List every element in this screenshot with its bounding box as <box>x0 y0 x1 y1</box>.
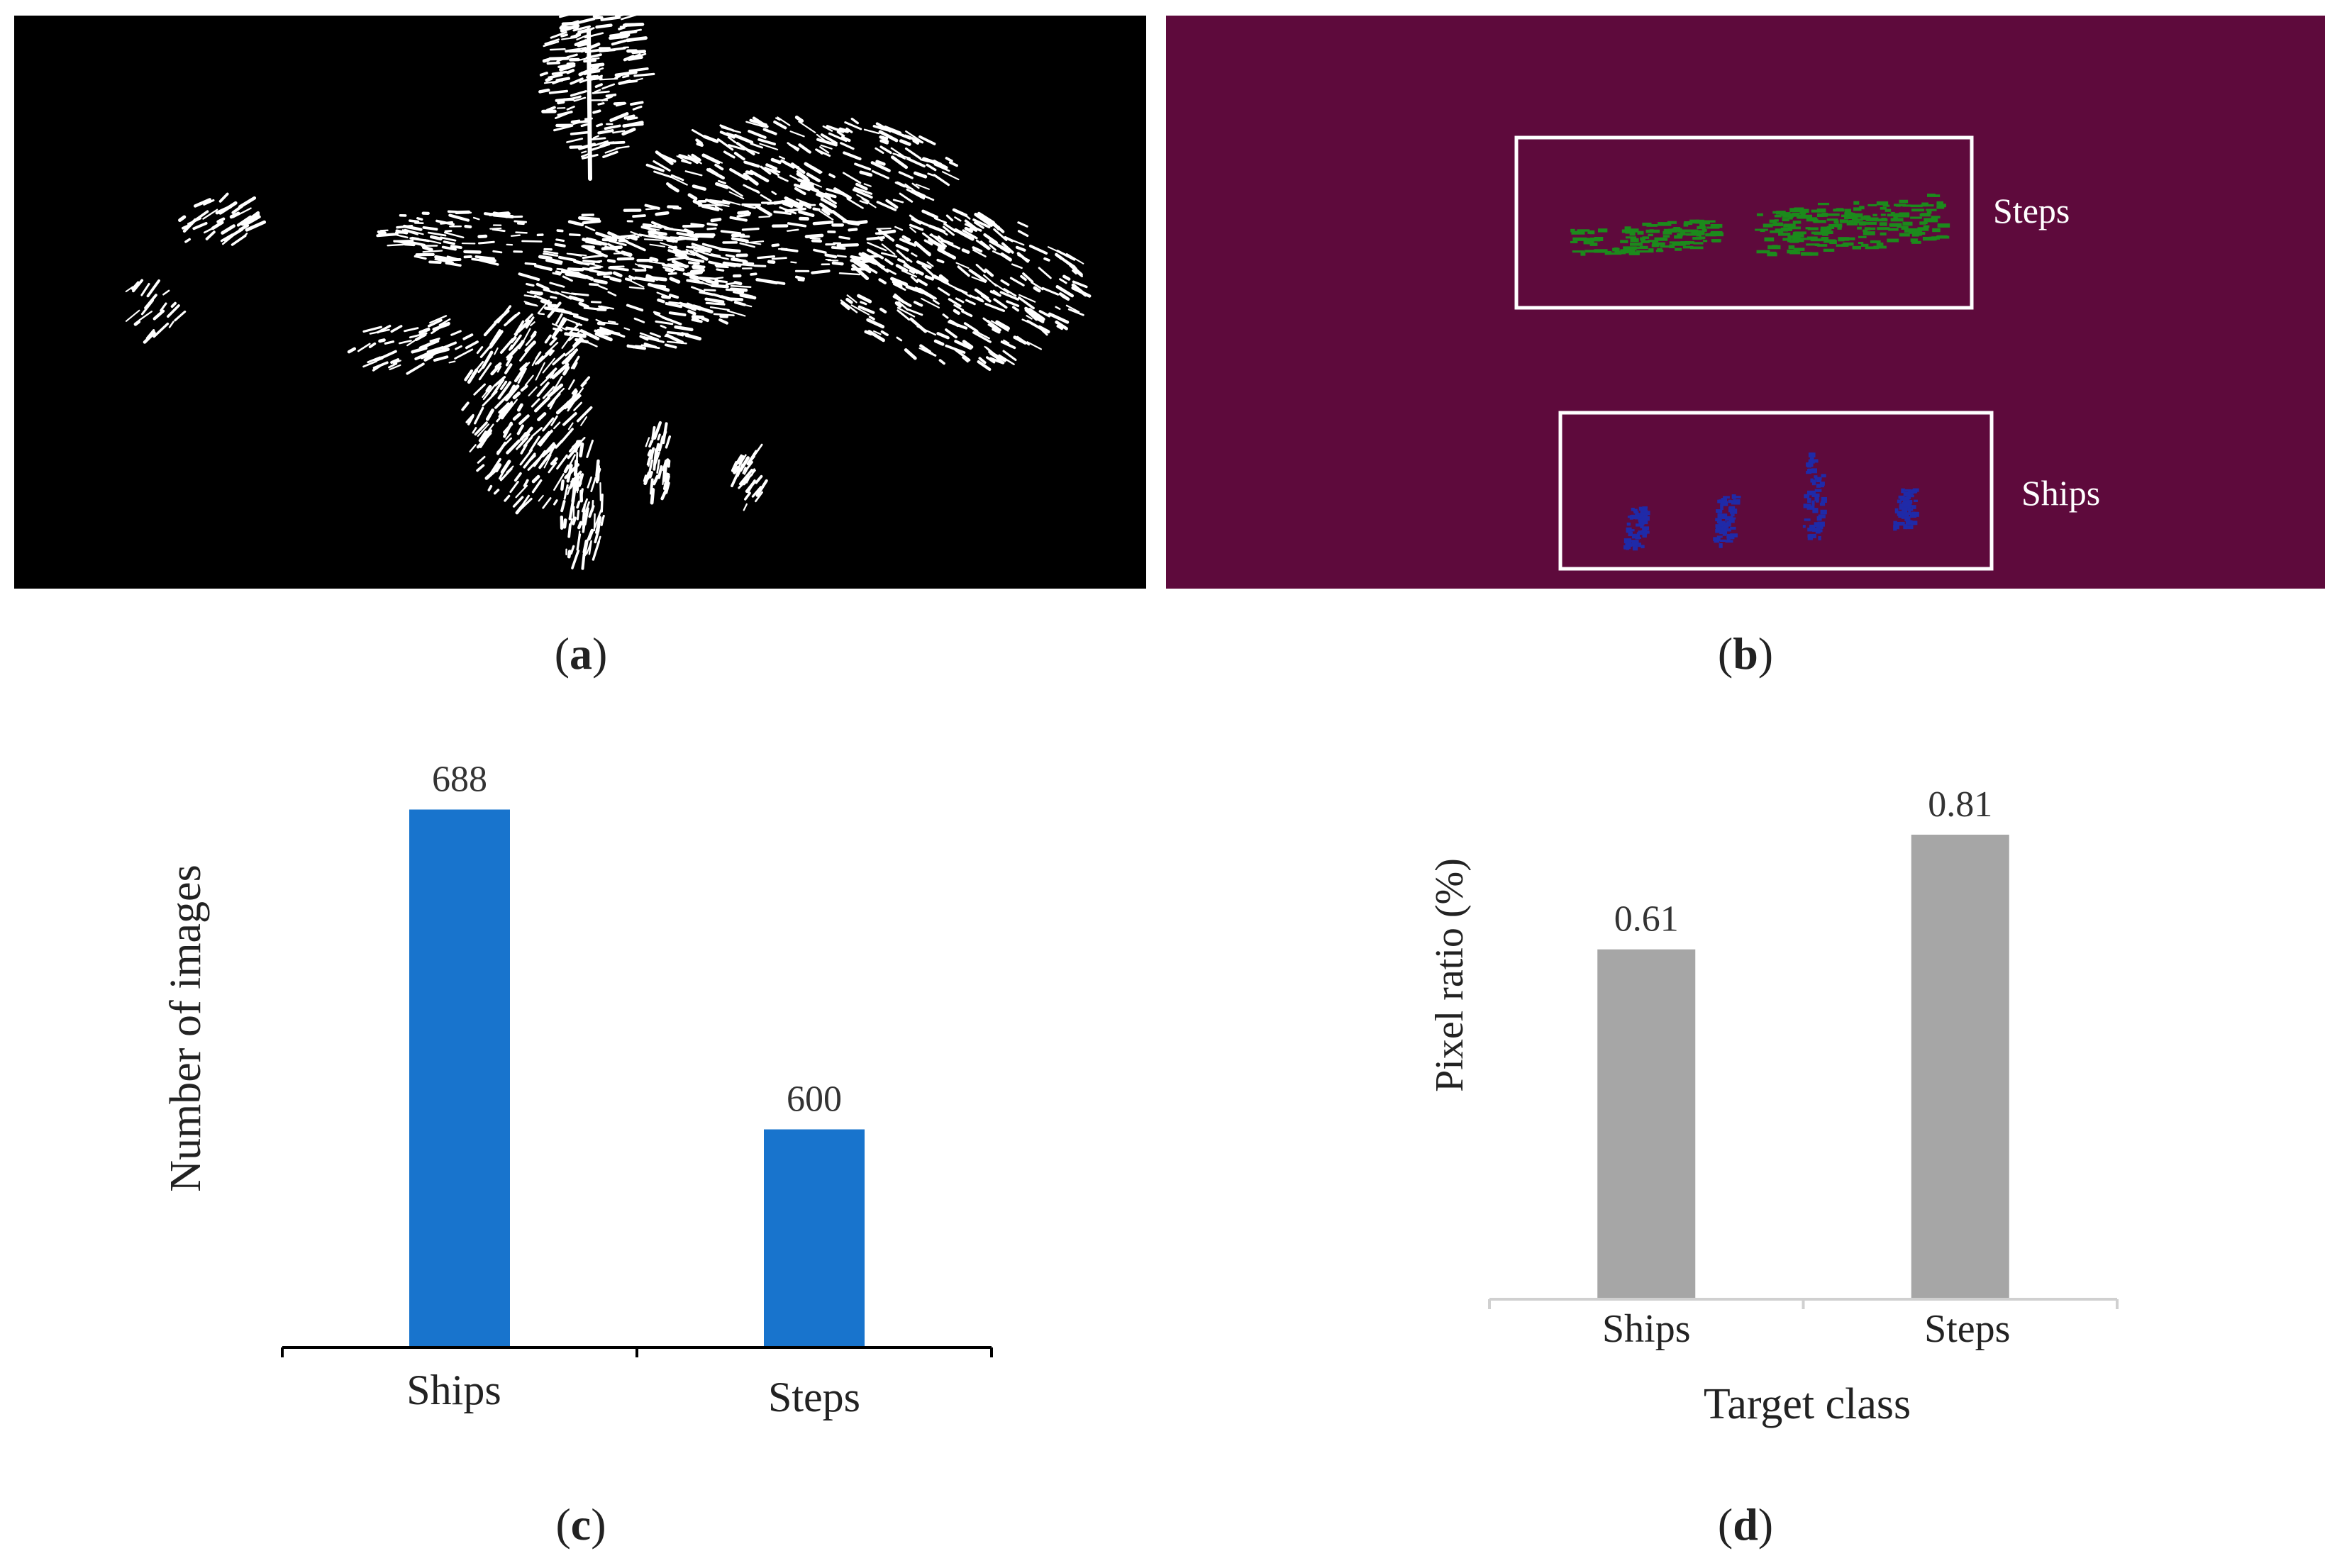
c-data-label-steps: 600 <box>787 1079 842 1120</box>
d-tick-label-steps: Steps <box>1924 1307 2010 1351</box>
chart-c-tick-labels: Ships Steps <box>406 1367 860 1420</box>
chart-d-bars <box>1597 834 2009 1299</box>
caption-a: (a) <box>554 628 608 679</box>
c-tick-label-ships: Ships <box>406 1367 501 1413</box>
chart-d-data-labels: 0.61 0.81 <box>1614 784 1993 940</box>
caption-c: (c) <box>555 1499 606 1550</box>
segmentation-label-image: Steps Ships <box>1166 16 2325 589</box>
d-tick-label-ships: Ships <box>1602 1307 1691 1351</box>
c-tick-label-steps: Steps <box>768 1374 860 1420</box>
chart-c-y-axis-label: Number of images <box>162 864 210 1191</box>
segmentation-overlay: Steps Ships <box>1514 135 2100 571</box>
steps-segments <box>1570 193 1950 257</box>
caption-d: (d) <box>1717 1499 1774 1550</box>
chart-d-tick-labels: Ships Steps <box>1602 1307 2010 1351</box>
steps-bounding-box <box>1514 135 1974 310</box>
ships-bounding-box <box>1558 411 1994 571</box>
chart-d-x-axis-label: Target class <box>1704 1380 1911 1428</box>
sonar-binary-image <box>14 0 1146 589</box>
d-bar-steps <box>1911 834 2009 1299</box>
chart-c-axis-ticks <box>281 1347 993 1357</box>
chart-d-axis-ticks <box>1488 1299 2119 1309</box>
sonar-binary-speckle <box>125 0 1092 570</box>
d-data-label-steps: 0.81 <box>1928 784 1992 825</box>
ships-box-label: Ships <box>2021 473 2100 513</box>
c-bar-steps <box>764 1129 865 1347</box>
chart-d-y-axis-label: Pixel ratio (%) <box>1428 858 1472 1092</box>
caption-b: (b) <box>1717 628 1774 679</box>
d-bar-ships <box>1597 949 1696 1299</box>
d-data-label-ships: 0.61 <box>1614 899 1679 940</box>
ships-segments <box>1623 452 1919 551</box>
chart-c-data-labels: 688 600 <box>432 760 842 1120</box>
chart-c-bars <box>409 809 865 1347</box>
steps-box-label: Steps <box>1993 191 2070 230</box>
c-bar-ships <box>409 809 510 1347</box>
sonar-speckle-strokes <box>125 0 1092 570</box>
c-data-label-ships: 688 <box>432 760 487 800</box>
